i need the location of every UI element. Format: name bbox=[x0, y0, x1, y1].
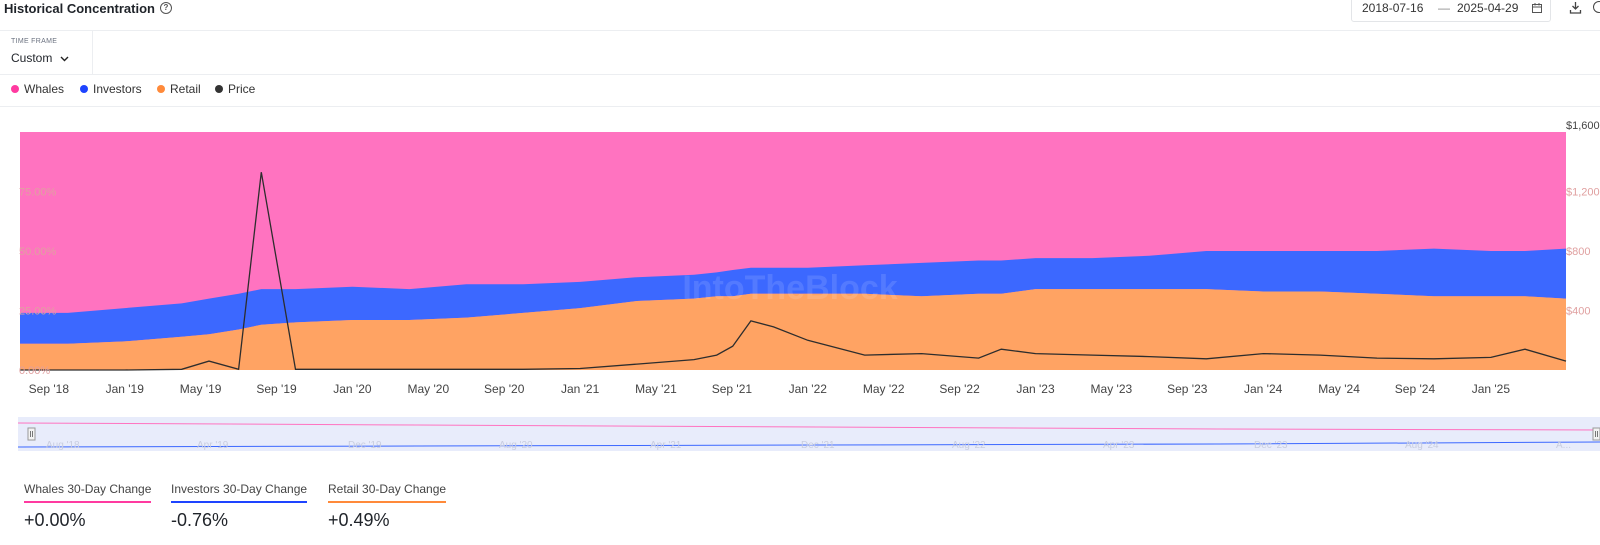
x-axis-tick: Sep '21 bbox=[712, 382, 753, 396]
x-axis-tick: May '23 bbox=[1091, 382, 1133, 396]
legend-label: Price bbox=[228, 82, 256, 96]
x-axis-tick: Jan '25 bbox=[1472, 382, 1511, 396]
x-axis-tick: May '20 bbox=[407, 382, 449, 396]
legend-dot bbox=[80, 85, 88, 93]
legend-dot bbox=[215, 85, 223, 93]
divider bbox=[0, 74, 1600, 75]
navigator-tick: Aug '24 bbox=[1405, 440, 1439, 451]
stat-investors-value: -0.76% bbox=[171, 510, 229, 530]
y-axis-right-tick: $800 bbox=[1566, 246, 1590, 258]
date-range-picker[interactable]: 2018-07-16 — 2025-04-29 bbox=[1351, 0, 1551, 22]
x-axis-tick: Jan '23 bbox=[1016, 382, 1055, 396]
chevron-down-icon bbox=[60, 56, 69, 62]
legend-label: Investors bbox=[93, 82, 142, 96]
x-axis-tick: Jan '19 bbox=[106, 382, 145, 396]
navigator-series-whales bbox=[18, 422, 1600, 431]
legend-label: Retail bbox=[170, 82, 201, 96]
navigator-handle-left[interactable] bbox=[27, 427, 36, 441]
navigator-tick: A... bbox=[1556, 440, 1571, 451]
x-axis-tick: Jan '24 bbox=[1244, 382, 1283, 396]
legend-item-whales[interactable]: Whales bbox=[11, 82, 64, 96]
navigator-tick: Dec '23 bbox=[1254, 440, 1288, 451]
y-axis-left-tick: 0.00% bbox=[19, 365, 50, 377]
navigator-tick: Apr '23 bbox=[1103, 440, 1135, 451]
legend-item-price[interactable]: Price bbox=[215, 82, 255, 96]
timeframe-select[interactable]: Custom bbox=[11, 51, 69, 65]
timeframe-value: Custom bbox=[11, 51, 53, 65]
x-axis-tick: Sep '20 bbox=[484, 382, 525, 396]
date-to[interactable]: 2025-04-29 bbox=[1457, 1, 1519, 15]
y-axis-left-tick: 50.00% bbox=[19, 246, 57, 258]
stat-whales-label: Whales 30-Day Change bbox=[24, 482, 152, 503]
question-circle-icon[interactable]: ? bbox=[160, 2, 172, 14]
navigator-tick: Apr '19 bbox=[197, 440, 229, 451]
x-axis-tick: May '22 bbox=[863, 382, 905, 396]
y-axis-right-tick: $400 bbox=[1566, 306, 1590, 318]
area-series-retail[interactable] bbox=[20, 289, 1566, 370]
date-from[interactable]: 2018-07-16 bbox=[1362, 1, 1424, 15]
concentration-chart[interactable]: IntoTheBlock 0.00% 25.00% 50.00% 75.00% $40… bbox=[0, 110, 1600, 410]
x-axis-tick: Jan '21 bbox=[561, 382, 600, 396]
stat-retail-label: Retail 30-Day Change bbox=[328, 482, 447, 503]
navigator-tick: Aug '22 bbox=[952, 440, 986, 451]
timeframe-label: TIME FRAME bbox=[11, 38, 58, 45]
x-axis-tick: Sep '24 bbox=[1395, 382, 1436, 396]
x-axis-tick: Sep '19 bbox=[256, 382, 297, 396]
download-icon[interactable] bbox=[1569, 1, 1582, 14]
x-axis-tick: Jan '20 bbox=[333, 382, 372, 396]
more-menu-icon[interactable] bbox=[1593, 0, 1600, 14]
line-series-price[interactable] bbox=[20, 172, 1567, 371]
date-separator: — bbox=[1438, 1, 1450, 15]
y-axis-right-tick: $1,200 bbox=[1566, 187, 1600, 199]
stat-investors-label: Investors 30-Day Change bbox=[171, 482, 308, 503]
y-axis-right-tick: $1,600 bbox=[1566, 120, 1600, 132]
y-axis-left-tick: 25.00% bbox=[19, 306, 57, 318]
watermark: IntoTheBlock bbox=[682, 269, 897, 307]
x-axis-tick: May '19 bbox=[180, 382, 222, 396]
page-title: Historical Concentration bbox=[4, 1, 155, 16]
stat-whales-value: +0.00% bbox=[24, 510, 86, 530]
legend-item-investors[interactable]: Investors bbox=[80, 82, 142, 96]
navigator-handle-right[interactable] bbox=[1592, 427, 1600, 441]
y-axis-left-tick: 75.00% bbox=[19, 187, 57, 199]
navigator-tick: Apr '21 bbox=[650, 440, 682, 451]
x-axis-tick: Sep '18 bbox=[29, 382, 70, 396]
divider bbox=[0, 106, 1600, 107]
legend-dot bbox=[11, 85, 19, 93]
divider bbox=[0, 30, 1600, 31]
navigator-tick: Aug '18 bbox=[46, 440, 80, 451]
navigator-series-investors bbox=[18, 441, 1600, 448]
x-axis-tick: May '21 bbox=[635, 382, 677, 396]
navigator-tick: Dec '19 bbox=[348, 440, 382, 451]
legend-label: Whales bbox=[24, 82, 65, 96]
x-axis-tick: May '24 bbox=[1318, 382, 1360, 396]
legend-item-retail[interactable]: Retail bbox=[157, 82, 201, 96]
divider bbox=[92, 30, 93, 74]
x-axis-tick: Jan '22 bbox=[789, 382, 828, 396]
navigator-tick: Aug '20 bbox=[499, 440, 533, 451]
x-axis-tick: Sep '22 bbox=[939, 382, 980, 396]
navigator-tick: Dec '21 bbox=[801, 440, 835, 451]
stat-retail-value: +0.49% bbox=[328, 510, 390, 530]
calendar-icon[interactable] bbox=[1532, 3, 1542, 13]
x-axis-tick: Sep '23 bbox=[1167, 382, 1208, 396]
range-navigator[interactable]: Aug '18 Apr '19 Dec '19 Aug '20 Apr '21 Dec '… bbox=[18, 417, 1600, 453]
legend-dot bbox=[157, 85, 165, 93]
